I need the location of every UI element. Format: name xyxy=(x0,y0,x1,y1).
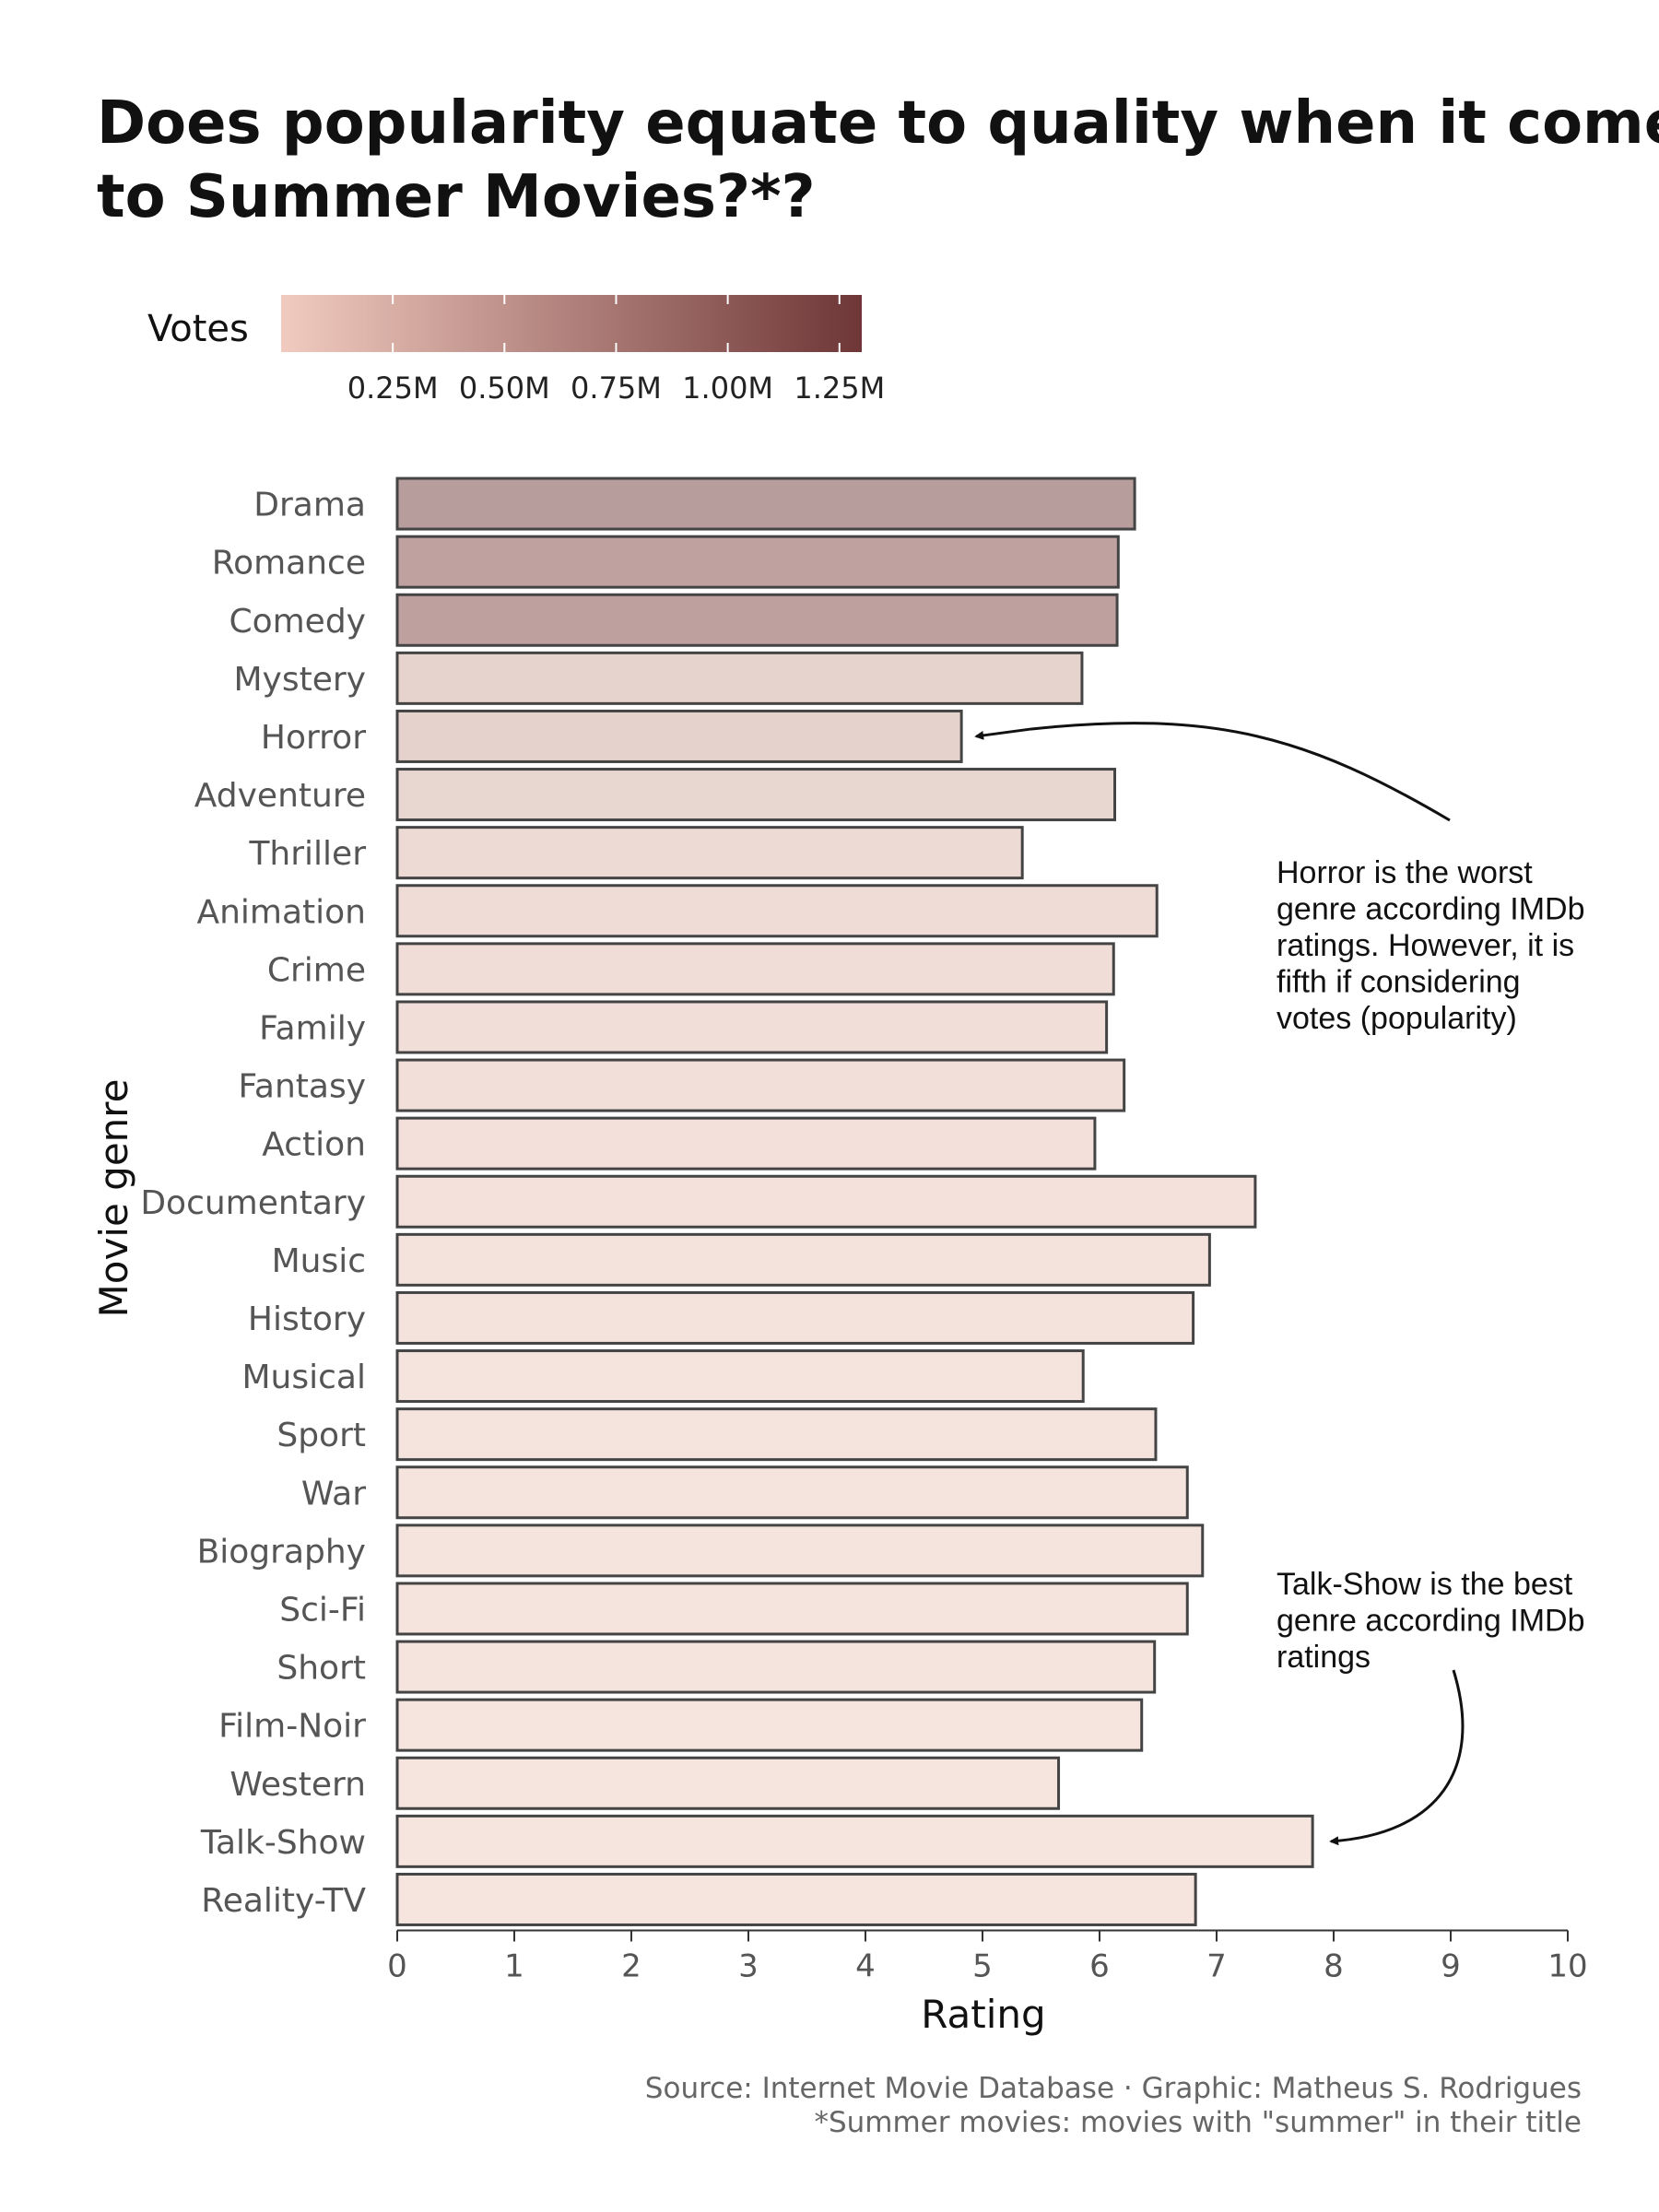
bar-drama xyxy=(395,477,1136,531)
x-tick-label: 7 xyxy=(1206,1948,1227,1985)
y-tick-label: Drama xyxy=(253,487,366,524)
legend-tick-label: 0.50M xyxy=(459,371,550,406)
caption-note: *Summer movies: movies with "summer" in … xyxy=(814,2106,1582,2139)
bar-crime xyxy=(395,942,1115,996)
y-tick-label: Documentary xyxy=(140,1184,366,1222)
x-tick-label: 3 xyxy=(738,1948,759,1985)
bar-comedy xyxy=(395,593,1119,647)
y-tick-label: Action xyxy=(262,1126,366,1164)
y-tick-label: Short xyxy=(276,1650,366,1688)
bar-sci-fi xyxy=(395,1582,1189,1636)
legend-colorbar xyxy=(281,295,862,352)
legend-title: Votes xyxy=(147,308,249,350)
bar-musical xyxy=(395,1349,1085,1404)
legend-tick-label: 1.25M xyxy=(794,371,885,406)
y-tick-label: Music xyxy=(272,1242,366,1280)
x-tick-label: 6 xyxy=(1089,1948,1110,1985)
annotation-talkshow-arrow xyxy=(1329,1669,1465,1846)
annotation-horror-text: fifth if considering xyxy=(1277,965,1521,1000)
votes-legend: Votes 0.25M 0.50M 0.75M 1.00M 1.25M xyxy=(147,295,885,406)
x-tick-label: 9 xyxy=(1441,1948,1461,1985)
annotation-talkshow-text: genre according IMDb xyxy=(1277,1604,1585,1639)
x-tick-label: 0 xyxy=(387,1948,407,1985)
x-tick-label: 5 xyxy=(972,1948,993,1985)
bar-documentary xyxy=(395,1174,1257,1229)
annotation-talkshow-text: ratings xyxy=(1277,1640,1371,1675)
bar-animation xyxy=(395,884,1159,938)
x-tick-label: 10 xyxy=(1547,1948,1587,1985)
y-tick-label: Sport xyxy=(276,1417,366,1454)
x-tick-label: 1 xyxy=(504,1948,524,1985)
legend-tick-label: 1.00M xyxy=(682,371,773,406)
bar-history xyxy=(395,1290,1195,1345)
y-tick-label: Family xyxy=(259,1009,366,1047)
bar-short xyxy=(395,1640,1157,1694)
x-tick-label: 4 xyxy=(855,1948,876,1985)
y-tick-label: Reality-TV xyxy=(201,1882,366,1920)
bars xyxy=(395,477,1314,1926)
bar-action xyxy=(395,1116,1097,1171)
legend-tick-label: 0.25M xyxy=(347,371,439,406)
bar-western xyxy=(395,1756,1061,1810)
y-tick-label: Mystery xyxy=(234,661,367,699)
y-tick-label: Animation xyxy=(196,893,366,931)
bar-film-noir xyxy=(395,1698,1144,1752)
annotation-horror-text: Horror is the worst xyxy=(1277,855,1533,890)
y-tick-label: Western xyxy=(229,1766,366,1804)
y-tick-label: Talk-Show xyxy=(200,1824,366,1862)
x-tick-label: 2 xyxy=(621,1948,641,1985)
y-tick-label: War xyxy=(301,1475,366,1512)
x-tick-label: 8 xyxy=(1324,1948,1344,1985)
y-tick-label: Thriller xyxy=(248,835,366,873)
y-tick-label: Crime xyxy=(267,951,366,989)
bar-family xyxy=(395,1000,1109,1054)
bar-fantasy xyxy=(395,1058,1126,1112)
y-tick-label: Biography xyxy=(197,1533,366,1571)
y-tick-label: Horror xyxy=(261,719,366,757)
bar-romance xyxy=(395,535,1120,589)
plot-area: Drama Romance Comedy Mystery Horror Adventure… xyxy=(140,477,1588,1985)
bar-horror xyxy=(395,709,963,763)
y-tick-label: History xyxy=(248,1300,366,1338)
bar-war xyxy=(395,1465,1189,1520)
bar-sport xyxy=(395,1407,1158,1462)
bar-talk-show xyxy=(395,1814,1314,1868)
y-tick-labels: Drama Romance Comedy Mystery Horror Adventure… xyxy=(140,487,366,1920)
chart-title-line-1: Does popularity equate to quality when i… xyxy=(97,89,1659,158)
y-tick-label: Adventure xyxy=(194,777,366,815)
y-axis-title: Movie genre xyxy=(91,1079,136,1318)
annotation-horror-text: votes (popularity) xyxy=(1277,1001,1517,1036)
bar-adventure xyxy=(395,768,1117,822)
annotation-horror-arrow xyxy=(974,722,1451,822)
bar-thriller xyxy=(395,826,1024,880)
y-tick-label: Musical xyxy=(242,1359,367,1396)
x-axis-title: Rating xyxy=(921,1992,1045,2037)
legend-tick-label: 0.75M xyxy=(571,371,662,406)
y-tick-label: Comedy xyxy=(229,603,366,641)
legend-ticks: 0.25M 0.50M 0.75M 1.00M 1.25M xyxy=(347,295,885,406)
y-tick-label: Fantasy xyxy=(238,1068,366,1106)
y-tick-label: Romance xyxy=(212,545,366,582)
bar-reality-tv xyxy=(395,1872,1197,1926)
chart-title-line-2: to Summer Movies?*? xyxy=(97,163,816,231)
y-tick-label: Sci-Fi xyxy=(279,1591,366,1629)
x-axis: 0 1 2 3 4 5 6 7 8 9 10 xyxy=(387,1929,1588,1985)
bar-biography xyxy=(395,1524,1205,1578)
bar-music xyxy=(395,1232,1211,1287)
annotation-talkshow-text: Talk-Show is the best xyxy=(1277,1567,1573,1602)
bar-mystery xyxy=(395,651,1084,705)
y-tick-label: Film-Noir xyxy=(218,1708,366,1746)
annotation-horror-text: ratings. However, it is xyxy=(1277,928,1574,963)
annotation-horror-text: genre according IMDb xyxy=(1277,892,1585,927)
caption-source: Source: Internet Movie Database · Graphi… xyxy=(645,2072,1582,2105)
